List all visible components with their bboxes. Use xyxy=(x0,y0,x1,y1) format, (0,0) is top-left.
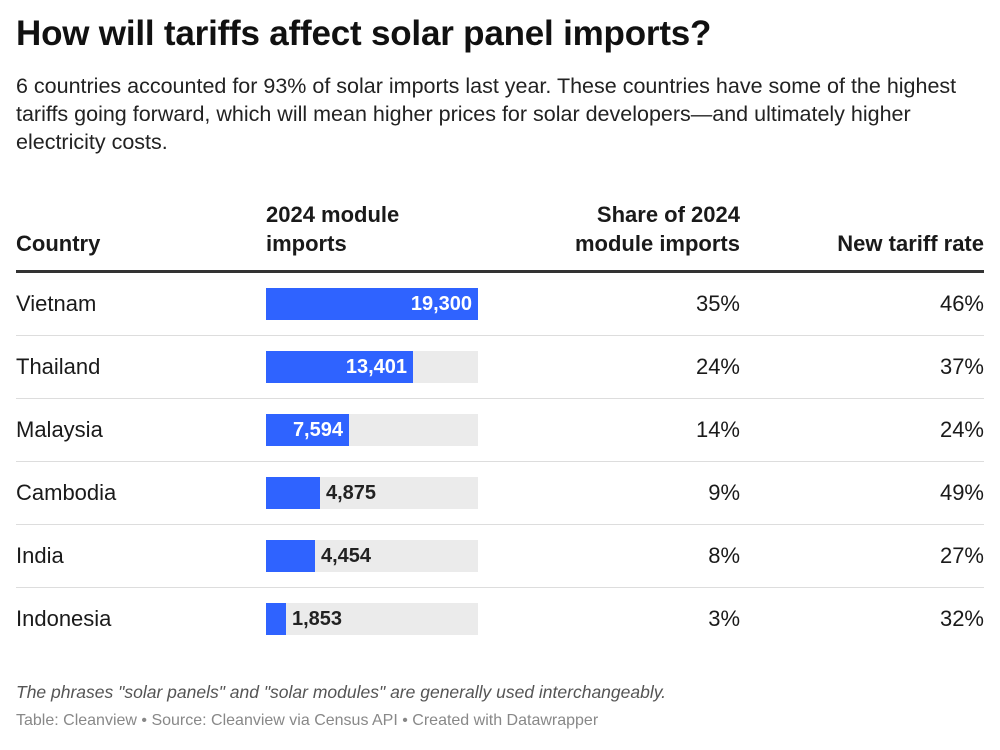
tariff-cell: 32% xyxy=(939,606,984,631)
imports-bar xyxy=(266,414,349,446)
imports-bar xyxy=(266,603,286,635)
data-table: Country 2024 module imports Share of 202… xyxy=(16,196,984,650)
imports-bar-track: 7,594 xyxy=(266,414,478,446)
country-cell: Vietnam xyxy=(16,291,97,316)
table-body: Vietnam 19,300 35% 46% Thailand 13,401 24% 37% M… xyxy=(16,273,984,650)
column-header-imports[interactable]: 2024 module imports xyxy=(266,202,400,256)
table-header: Country 2024 module imports Share of 202… xyxy=(16,196,984,273)
imports-bar xyxy=(266,288,478,320)
column-header-tariff[interactable]: New tariff rate xyxy=(837,231,984,256)
tariff-cell: 37% xyxy=(939,354,984,379)
imports-bar xyxy=(266,351,413,383)
imports-value-label: 13,401 xyxy=(345,356,407,378)
table-row: Thailand 13,401 24% 37% xyxy=(16,336,984,399)
table-row: India 4,454 8% 27% xyxy=(16,525,984,588)
imports-bar-track: 19,300 xyxy=(266,288,478,320)
table-row: Malaysia 7,594 14% 24% xyxy=(16,399,984,462)
imports-bar xyxy=(266,477,320,509)
share-cell: 14% xyxy=(695,417,740,442)
source-line: Table: Cleanview • Source: Cleanview via… xyxy=(16,712,599,729)
country-cell: Thailand xyxy=(16,354,101,379)
column-header-country[interactable]: Country xyxy=(16,231,101,256)
tariff-cell: 24% xyxy=(939,417,984,442)
chart-subtitle: 6 countries accounted for 93% of solar i… xyxy=(16,74,957,154)
tariff-cell: 27% xyxy=(939,543,984,568)
imports-bar-track: 13,401 xyxy=(266,351,478,383)
table-row: Cambodia 4,875 9% 49% xyxy=(16,462,984,525)
imports-bar-track: 4,875 xyxy=(266,477,478,509)
column-header-share[interactable]: Share of 2024 module imports xyxy=(574,202,740,256)
imports-value-label: 7,594 xyxy=(292,419,343,441)
share-cell: 3% xyxy=(708,606,740,631)
imports-value-label: 1,853 xyxy=(292,608,343,630)
share-cell: 8% xyxy=(708,543,740,568)
imports-bar-track: 1,853 xyxy=(266,603,478,635)
imports-bar xyxy=(266,540,315,572)
table-row: Indonesia 1,853 3% 32% xyxy=(16,588,984,650)
imports-value-label: 4,875 xyxy=(326,482,377,504)
table-row: Vietnam 19,300 35% 46% xyxy=(16,273,984,336)
country-cell: India xyxy=(16,543,64,568)
country-cell: Malaysia xyxy=(16,417,103,442)
tariff-cell: 49% xyxy=(939,480,984,505)
footnote: The phrases "solar panels" and "solar mo… xyxy=(16,682,667,702)
share-cell: 35% xyxy=(695,291,740,316)
chart-title: How will tariffs affect solar panel impo… xyxy=(16,14,712,53)
country-cell: Cambodia xyxy=(16,480,117,505)
imports-value-label: 19,300 xyxy=(410,293,472,315)
share-cell: 9% xyxy=(708,480,740,505)
tariff-cell: 46% xyxy=(939,291,984,316)
country-cell: Indonesia xyxy=(16,606,112,631)
share-cell: 24% xyxy=(695,354,740,379)
imports-bar-track: 4,454 xyxy=(266,540,478,572)
imports-value-label: 4,454 xyxy=(321,545,372,567)
